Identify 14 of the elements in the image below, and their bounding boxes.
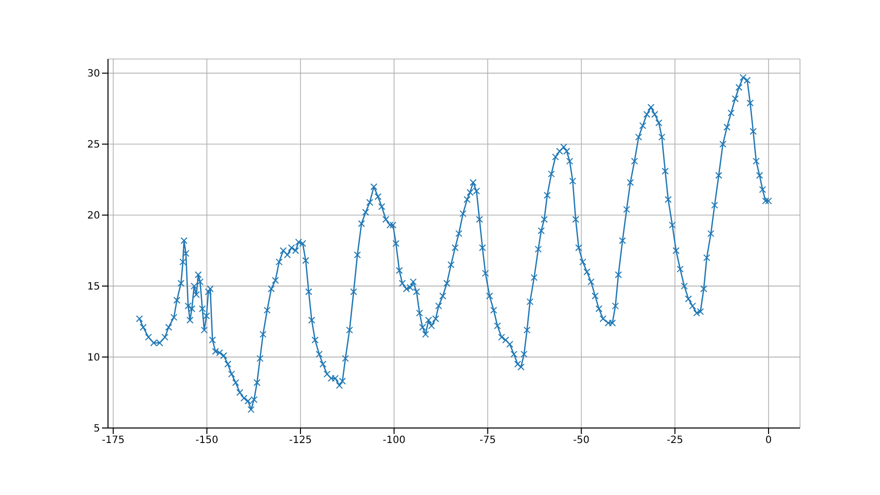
y-tick-label: 25 bbox=[87, 140, 100, 151]
x-tick-label: -125 bbox=[289, 435, 312, 446]
y-tick-label: 15 bbox=[87, 282, 100, 293]
y-tick-label: 30 bbox=[87, 68, 100, 80]
y-tick-label: 10 bbox=[87, 352, 100, 364]
x-tick-label: -175 bbox=[102, 435, 125, 446]
x-tick-label: -50 bbox=[573, 435, 590, 446]
y-tick-label: 5 bbox=[94, 424, 100, 435]
x-tick-label: 0 bbox=[765, 435, 772, 446]
y-tick-label: 20 bbox=[87, 210, 100, 222]
x-tick-label: -25 bbox=[666, 435, 684, 446]
x-tick-label: -100 bbox=[382, 435, 406, 446]
x-tick-label: -75 bbox=[480, 435, 496, 446]
x-tick-label: -150 bbox=[196, 435, 218, 446]
